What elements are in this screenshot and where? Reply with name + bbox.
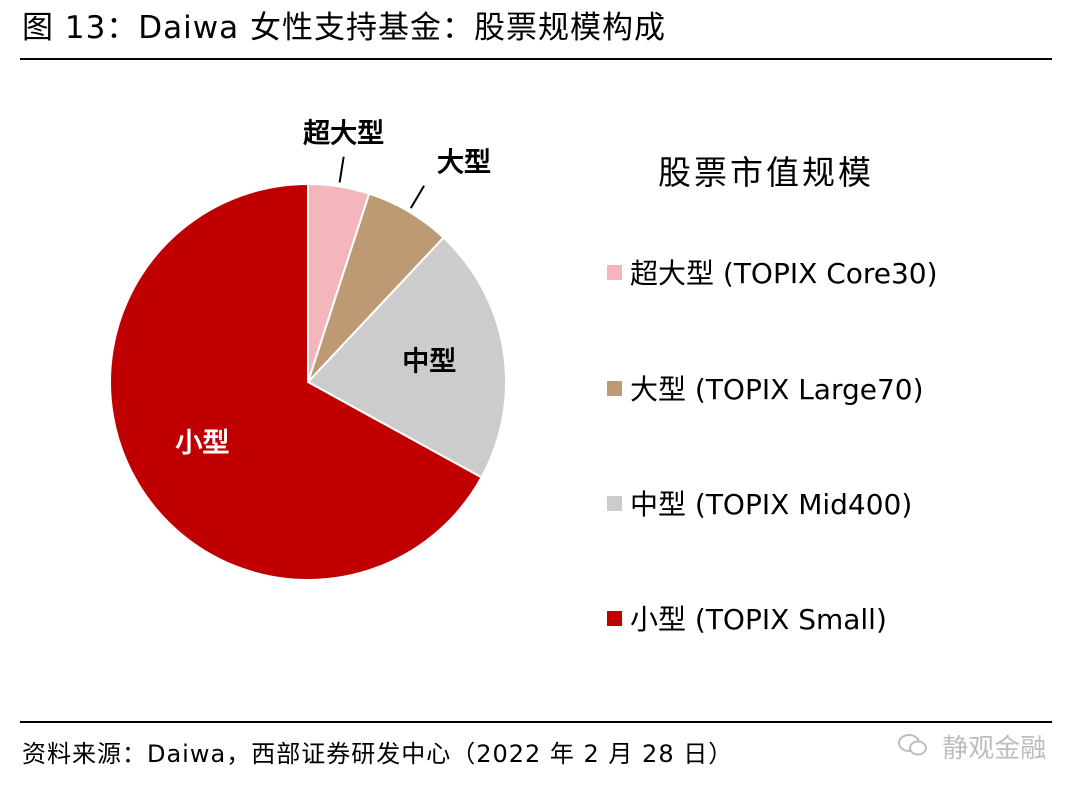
- legend-item-small: 小型 (TOPIX Small): [607, 600, 887, 636]
- label-mid400: 中型: [402, 346, 456, 377]
- top-rule: [20, 58, 1052, 60]
- slice-mid400: [306, 236, 507, 479]
- legend-swatch: [607, 264, 622, 280]
- label-large70: 大型: [437, 147, 491, 178]
- watermark-text: 静观金融: [942, 734, 1047, 764]
- slice-small: [109, 182, 483, 581]
- legend-label: 超大型 (TOPIX Core30): [630, 257, 938, 290]
- source-note: 资料来源：Daiwa，西部证券研发中心（2022 年 2 月 28 日）: [22, 740, 734, 768]
- chart-title: 图 13：Daiwa 女性支持基金：股票规模构成: [22, 10, 666, 46]
- legend-swatch: [607, 380, 622, 396]
- legend-swatch: [607, 610, 622, 626]
- watermark: 静观金融: [898, 728, 1046, 765]
- label-small: 小型: [175, 428, 229, 459]
- legend-item-mid400: 中型 (TOPIX Mid400): [607, 485, 912, 521]
- bottom-rule: [20, 721, 1052, 723]
- legend-title: 股票市值规模: [658, 153, 874, 192]
- legend-label: 小型 (TOPIX Small): [630, 603, 887, 636]
- label-core30: 超大型: [303, 118, 384, 149]
- legend-item-large70: 大型 (TOPIX Large70): [607, 370, 924, 406]
- legend-label: 大型 (TOPIX Large70): [630, 373, 924, 406]
- legend-item-core30: 超大型 (TOPIX Core30): [607, 254, 938, 290]
- legend-swatch: [607, 495, 622, 511]
- wechat-icon: [898, 733, 928, 764]
- leader-line: [338, 156, 345, 183]
- leader-line: [409, 185, 425, 209]
- legend-label: 中型 (TOPIX Mid400): [630, 488, 913, 521]
